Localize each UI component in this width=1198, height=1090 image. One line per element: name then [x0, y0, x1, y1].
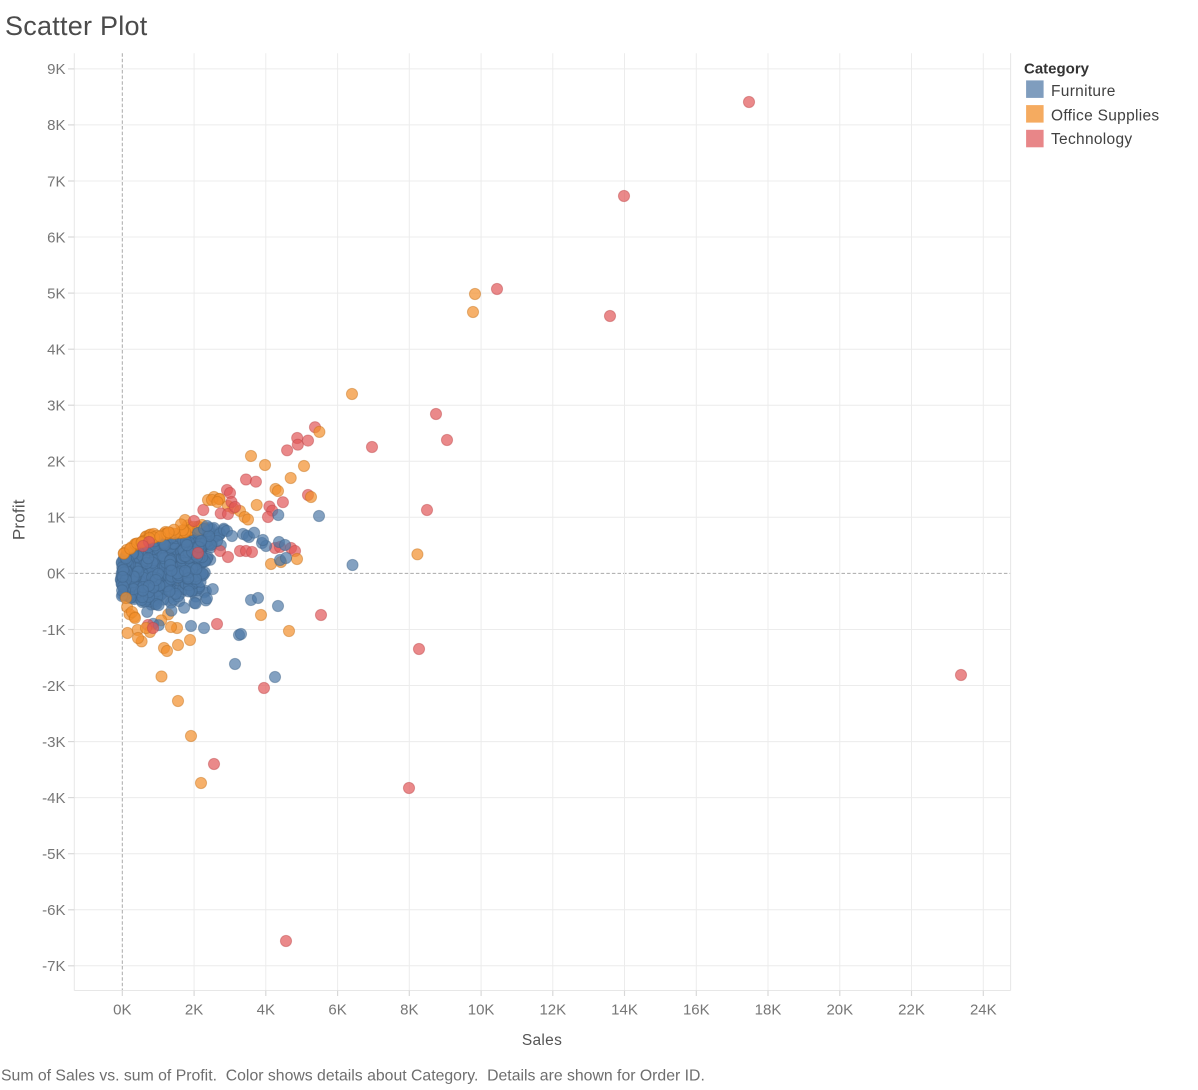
svg-text:4K: 4K	[257, 1002, 275, 1019]
svg-text:Category: Category	[1024, 61, 1090, 78]
svg-text:6K: 6K	[47, 229, 65, 246]
svg-text:8K: 8K	[400, 1002, 418, 1019]
svg-text:2K: 2K	[47, 454, 65, 471]
svg-text:Profit: Profit	[10, 499, 29, 540]
svg-text:-7K: -7K	[42, 958, 65, 975]
svg-text:24K: 24K	[970, 1002, 997, 1019]
svg-text:18K: 18K	[755, 1002, 782, 1019]
svg-text:2K: 2K	[185, 1002, 203, 1019]
svg-text:-2K: -2K	[42, 678, 65, 695]
svg-text:Scatter Plot: Scatter Plot	[5, 11, 148, 41]
svg-text:10K: 10K	[468, 1002, 495, 1019]
svg-text:9K: 9K	[47, 61, 65, 78]
svg-text:Technology: Technology	[1051, 131, 1132, 148]
svg-text:0K: 0K	[47, 566, 65, 583]
svg-text:7K: 7K	[47, 173, 65, 190]
svg-text:-6K: -6K	[42, 902, 65, 919]
svg-text:8K: 8K	[47, 117, 65, 134]
svg-text:3K: 3K	[47, 398, 65, 415]
svg-text:Sum of Sales vs. sum of Profit: Sum of Sales vs. sum of Profit. Color sh…	[1, 1068, 705, 1085]
svg-text:14K: 14K	[611, 1002, 638, 1019]
svg-text:4K: 4K	[47, 342, 65, 359]
svg-text:-1K: -1K	[42, 622, 65, 639]
svg-text:22K: 22K	[898, 1002, 925, 1019]
svg-text:12K: 12K	[539, 1002, 566, 1019]
svg-text:Sales: Sales	[522, 1032, 562, 1049]
svg-text:Furniture: Furniture	[1051, 83, 1116, 100]
svg-text:16K: 16K	[683, 1002, 710, 1019]
svg-text:5K: 5K	[47, 285, 65, 302]
svg-text:0K: 0K	[113, 1002, 131, 1019]
svg-text:Office Supplies: Office Supplies	[1051, 107, 1159, 124]
svg-text:-5K: -5K	[42, 846, 65, 863]
svg-text:6K: 6K	[328, 1002, 346, 1019]
svg-text:-4K: -4K	[42, 790, 65, 807]
svg-text:20K: 20K	[826, 1002, 853, 1019]
svg-text:1K: 1K	[47, 510, 65, 527]
svg-text:-3K: -3K	[42, 734, 65, 751]
